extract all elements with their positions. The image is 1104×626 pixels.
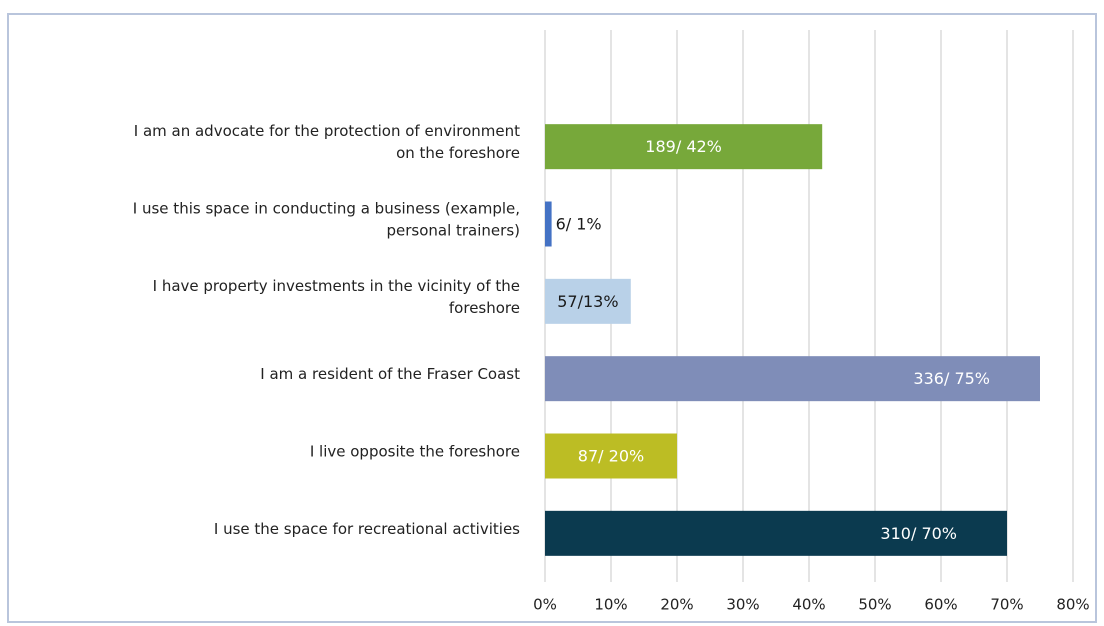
x-tick-label: 0% <box>533 596 557 614</box>
x-tick-label: 50% <box>858 596 891 614</box>
category-label: I use the space for recreational activit… <box>214 520 520 538</box>
category-label: I am a resident of the Fraser Coast <box>260 365 520 383</box>
category-label: I am an advocate for the protection of e… <box>134 122 520 140</box>
bar <box>545 510 1007 556</box>
x-tick-label: 80% <box>1056 596 1089 614</box>
bar <box>545 433 677 479</box>
value-label: 87/ 20% <box>578 447 644 466</box>
value-label: 189/ 42% <box>645 137 722 156</box>
value-label: 57/13% <box>557 292 618 311</box>
bar <box>545 201 552 247</box>
bar <box>545 278 631 324</box>
category-label: I live opposite the foreshore <box>310 443 520 461</box>
x-tick-label: 70% <box>990 596 1023 614</box>
x-tick-label: 10% <box>594 596 627 614</box>
x-tick-label: 60% <box>924 596 957 614</box>
category-label: I have property investments in the vicin… <box>153 277 520 295</box>
value-label: 310/ 70% <box>880 524 957 543</box>
value-label: 336/ 75% <box>913 369 990 388</box>
x-tick-label: 40% <box>792 596 825 614</box>
x-tick-label: 30% <box>726 596 759 614</box>
category-label: I use this space in conducting a busines… <box>133 200 520 218</box>
bar <box>545 124 823 170</box>
bar <box>545 356 1040 402</box>
category-label: personal trainers) <box>386 222 520 240</box>
x-tick-label: 20% <box>660 596 693 614</box>
category-label: foreshore <box>449 299 520 317</box>
value-label: 6/ 1% <box>556 215 602 234</box>
category-label: on the foreshore <box>396 144 520 162</box>
